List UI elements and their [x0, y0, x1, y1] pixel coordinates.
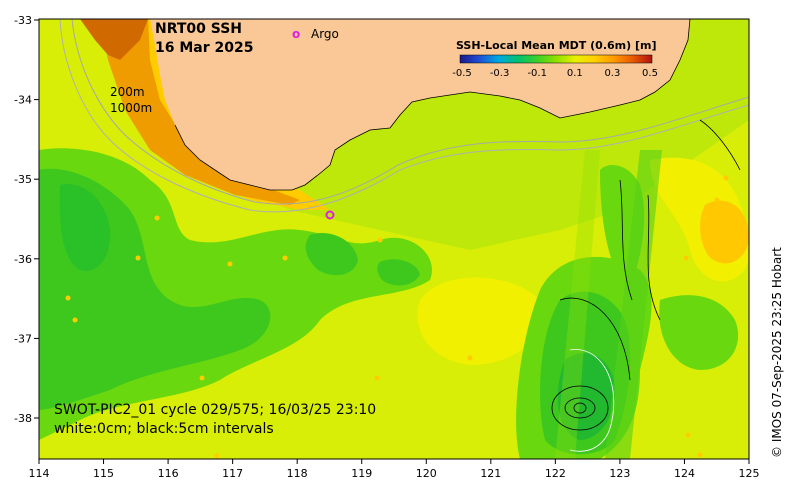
drifter-marker[interactable]: [714, 197, 720, 203]
argo-legend-label: Argo: [311, 27, 339, 41]
y-tick-label: -34: [14, 94, 32, 107]
imos-credit: © IMOS 07-Sep-2025 23:25 Hobart: [770, 247, 784, 458]
y-tick-label: -36: [14, 253, 32, 266]
x-tick-label: 114: [29, 467, 50, 480]
drifter-marker[interactable]: [214, 453, 220, 459]
colorbar-tick-label: -0.1: [527, 68, 547, 79]
isobath-label-200m: 200m: [110, 85, 145, 99]
ocean-lightgreen-southeast: [659, 295, 739, 370]
swot-swath-left: [555, 150, 600, 459]
x-axis: 114 115 116 117 118 119 120 121 122 123 124 125: [29, 459, 760, 480]
drifter-marker[interactable]: [683, 255, 689, 261]
drifter-marker[interactable]: [702, 215, 708, 221]
x-tick-label: 121: [480, 467, 501, 480]
isobath-200m: [71, 19, 749, 205]
drifter-marker[interactable]: [723, 175, 729, 181]
y-tick-label: -37: [14, 332, 32, 345]
drifter-marker[interactable]: [374, 375, 380, 381]
ocean-orange-east: [700, 200, 749, 264]
y-tick-label: -35: [14, 173, 32, 186]
swot-eddy-contour-2: [551, 385, 609, 431]
shelf-deep-orange: [80, 19, 148, 60]
swot-swath-right: [605, 150, 662, 459]
ocean-green-eddy-west: [59, 184, 111, 271]
drifter-marker[interactable]: [154, 215, 160, 221]
swot-contour-black-3: [699, 119, 741, 171]
x-tick-label: 120: [416, 467, 437, 480]
drifter-marker[interactable]: [685, 432, 691, 438]
y-tick-label: -38: [14, 412, 32, 425]
colorbar-tick-label: 0.1: [567, 68, 583, 79]
x-tick-label: 117: [222, 467, 243, 480]
x-tick-label: 125: [739, 467, 760, 480]
drifter-marker[interactable]: [282, 255, 288, 261]
x-tick-label: 119: [351, 467, 372, 480]
x-tick-label: 124: [674, 467, 695, 480]
swot-contour-info: white:0cm; black:5cm intervals: [54, 421, 274, 437]
plot-frame: [38, 18, 750, 460]
drifter-marker[interactable]: [135, 255, 141, 261]
x-tick-label: 116: [158, 467, 179, 480]
colorbar-tick-label: 0.3: [604, 68, 620, 79]
shelf-yellow: [39, 19, 330, 210]
drifter-marker[interactable]: [72, 317, 78, 323]
drifter-marker[interactable]: [199, 375, 205, 381]
argo-float-marker[interactable]: [325, 210, 335, 220]
isobath-1000m: [59, 19, 749, 213]
x-tick-label: 123: [609, 467, 630, 480]
colorbar-gradient: [459, 54, 653, 64]
ocean-green-eddy-small: [377, 259, 420, 286]
ocean-green-eddy-mid: [305, 232, 358, 276]
swot-eddy-contour-3: [573, 402, 587, 414]
x-tick-label: 115: [93, 467, 114, 480]
product-title: NRT00 SSH: [155, 21, 242, 37]
colorbar: SSH-Local Mean MDT (0.6m) [m] -0.5 -0.3 -0…: [452, 39, 658, 79]
plot-area: [39, 19, 749, 459]
drifter-marker[interactable]: [227, 261, 233, 267]
swot-contour-black-1: [619, 179, 633, 301]
swot-eddy-contour-1: [564, 397, 596, 419]
x-tick-label: 118: [287, 467, 308, 480]
swot-pass-info: SWOT-PIC2_01 cycle 029/575; 16/03/25 23:…: [54, 402, 376, 418]
drifter-marker[interactable]: [467, 355, 473, 361]
ocean-green-eddy-south: [557, 353, 616, 440]
y-tick-label: -33: [14, 14, 32, 27]
swot-contour-white-1: [569, 349, 615, 452]
drifter-marker[interactable]: [697, 452, 703, 458]
swot-contour-black-2: [647, 194, 661, 321]
colorbar-tick-label: 0.5: [642, 68, 658, 79]
x-tick-label: 122: [545, 467, 566, 480]
argo-legend-marker: o: [292, 27, 300, 41]
map-date: 16 Mar 2025: [155, 40, 253, 56]
y-axis: -33 -34 -35 -36 -37 -38: [14, 14, 39, 425]
colorbar-tick-label: -0.5: [452, 68, 472, 79]
drifter-marker[interactable]: [65, 295, 71, 301]
colorbar-title: SSH-Local Mean MDT (0.6m) [m]: [456, 39, 656, 52]
isobath-label-1000m: 1000m: [110, 101, 152, 115]
colorbar-tick-label: -0.3: [490, 68, 510, 79]
coastline: [174, 19, 691, 191]
drifter-marker[interactable]: [377, 237, 383, 243]
ocean-yellow-patch: [417, 277, 544, 365]
swot-contour-black-4: [559, 297, 631, 381]
